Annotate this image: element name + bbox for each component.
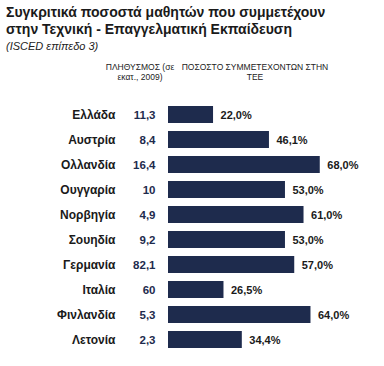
svg-text:9,2: 9,2	[140, 234, 156, 246]
svg-text:10: 10	[143, 184, 156, 196]
svg-text:53,0%: 53,0%	[292, 184, 323, 196]
svg-text:61,0%: 61,0%	[311, 209, 342, 221]
svg-text:4,9: 4,9	[140, 209, 156, 221]
html-text:Συγκριτικά ποσοστά μαθητών που: Συγκριτικά ποσοστά μαθητών που συμμετέχο…	[6, 4, 326, 37]
svg-text:16,4: 16,4	[133, 159, 156, 171]
html-text:ΠΟΣΟΣΤΟ ΣΥΜΜΕΤΕΧΟΝΤΩΝ ΣΤΗΝ ΤΕΕ: ΠΟΣΟΣΤΟ ΣΥΜΜΕΤΕΧΟΝΤΩΝ ΣΤΗΝ ΤΕΕ	[181, 62, 329, 82]
html-text:ΠΛΗΘΥΣΜΟΣ (σε εκατ., 2009): ΠΛΗΘΥΣΜΟΣ (σε εκατ., 2009)	[105, 62, 175, 82]
svg-text:Φινλανδία: Φινλανδία	[57, 308, 116, 322]
svg-text:82,1: 82,1	[133, 259, 156, 271]
svg-text:46,1%: 46,1%	[276, 134, 307, 146]
svg-text:Σουηδία: Σουηδία	[69, 233, 116, 247]
svg-text:Ιταλία: Ιταλία	[82, 283, 116, 297]
svg-text:Λετονία: Λετονία	[72, 333, 116, 347]
svg-text:Ελλάδα: Ελλάδα	[72, 108, 116, 122]
svg-text:26,5%: 26,5%	[231, 284, 262, 296]
svg-text:64,0%: 64,0%	[318, 309, 349, 321]
svg-text:Αυστρία: Αυστρία	[68, 133, 116, 147]
svg-text:Γερμανία: Γερμανία	[63, 258, 116, 272]
svg-text:Ολλανδία: Ολλανδία	[61, 158, 116, 172]
svg-text:Ουγγαρία: Ουγγαρία	[60, 183, 116, 197]
svg-text:57,0%: 57,0%	[302, 259, 333, 271]
svg-text:60: 60	[143, 284, 156, 296]
svg-text:5,3: 5,3	[140, 309, 156, 321]
svg-text:2,3: 2,3	[140, 334, 156, 346]
svg-text:8,4: 8,4	[140, 134, 157, 146]
svg-text:53,0%: 53,0%	[292, 234, 323, 246]
svg-text:34,4%: 34,4%	[249, 334, 280, 346]
svg-text:11,3: 11,3	[134, 109, 156, 121]
svg-text:22,0%: 22,0%	[221, 109, 252, 121]
html-text:(ISCED επίπεδο 3): (ISCED επίπεδο 3)	[6, 40, 99, 52]
svg-text:68,0%: 68,0%	[327, 159, 358, 171]
svg-text:Νορβηγία: Νορβηγία	[60, 208, 116, 222]
